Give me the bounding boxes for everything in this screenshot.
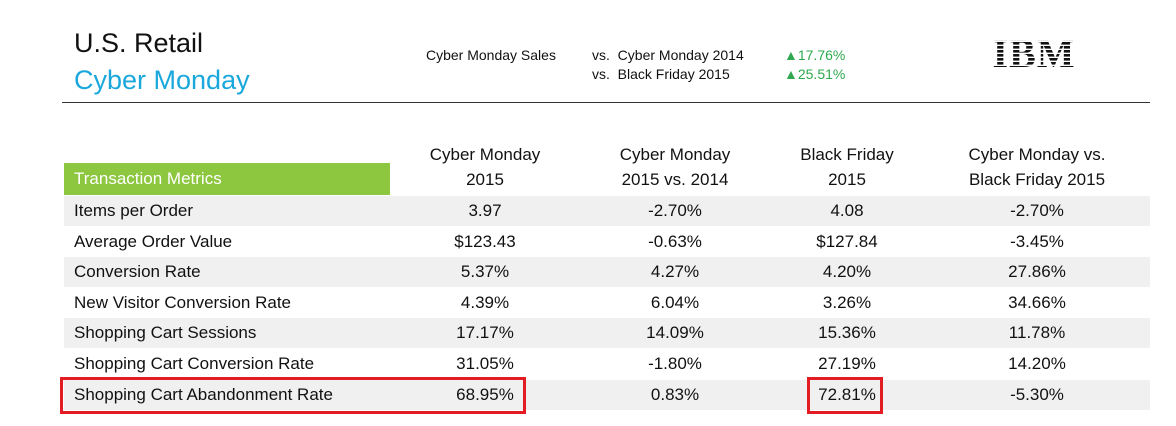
row-metric: Items per Order xyxy=(74,201,194,220)
col-header-3: Black Friday 2015 xyxy=(772,142,922,192)
table-row: New Visitor Conversion Rate 4.39% 6.04% … xyxy=(64,288,1150,318)
col-header-2-line2: 2015 vs. 2014 xyxy=(621,170,729,189)
comparison-change-1: ▲17.76% xyxy=(784,47,846,63)
table-row: Shopping Cart Sessions 17.17% 14.09% 15.… xyxy=(64,318,1150,348)
row-metric: Shopping Cart Sessions xyxy=(74,323,257,342)
cell-value: -2.70% xyxy=(1010,201,1064,220)
cell-value: 11.78% xyxy=(1008,323,1066,342)
cell-value: 14.20% xyxy=(1008,354,1066,373)
sales-label: Cyber Monday Sales xyxy=(426,47,556,63)
cell-value: 15.36% xyxy=(818,323,876,342)
cell-value: 3.97 xyxy=(468,201,502,220)
cell-value: 27.86% xyxy=(1008,262,1066,281)
col-header-1: Cyber Monday 2015 xyxy=(410,142,560,192)
cell-value: 31.05% xyxy=(456,354,514,373)
cell-value: 4.27% xyxy=(650,262,700,281)
page-subtitle: Cyber Monday xyxy=(74,65,250,95)
metric-column-header: Transaction Metrics xyxy=(64,163,390,195)
cell-value: -1.80% xyxy=(648,354,702,373)
highlight-box-black-friday xyxy=(807,377,883,414)
cell-value: 3.26% xyxy=(822,293,872,312)
cell-value: 4.20% xyxy=(822,262,872,281)
row-metric: Conversion Rate xyxy=(74,262,201,281)
row-metric: New Visitor Conversion Rate xyxy=(74,293,291,312)
col-header-4: Cyber Monday vs. Black Friday 2015 xyxy=(952,142,1122,192)
cell-value: 17.17% xyxy=(456,323,514,342)
header-divider xyxy=(62,102,1150,103)
svg-text:IBM: IBM xyxy=(993,34,1076,74)
row-metric: Shopping Cart Conversion Rate xyxy=(74,354,315,373)
col-header-2-line1: Cyber Monday xyxy=(619,145,731,164)
cell-value: 68.95% xyxy=(456,385,514,404)
cell-value: 14.09% xyxy=(646,323,704,342)
ibm-logo: IBM xyxy=(993,34,1076,74)
col-header-3-line2: 2015 xyxy=(828,170,866,189)
row-metric: Average Order Value xyxy=(74,232,233,251)
col-header-1-line1: Cyber Monday xyxy=(429,145,541,164)
comparison-change-2: ▲25.51% xyxy=(784,66,846,82)
table-row: Conversion Rate 5.37% 4.27% 4.20% 27.86% xyxy=(64,257,1150,287)
cell-value: -5.30% xyxy=(1010,385,1064,404)
col-header-4-line2: Black Friday 2015 xyxy=(968,170,1106,189)
cell-value: 34.66% xyxy=(1008,293,1066,312)
row-metric: Shopping Cart Abandonment Rate xyxy=(74,385,333,404)
cell-value: -3.45% xyxy=(1010,232,1064,251)
comparison-label-2: vs. Black Friday 2015 xyxy=(592,66,730,82)
table-row: Average Order Value $123.43 -0.63% $127.… xyxy=(64,227,1150,257)
cell-value: 4.08 xyxy=(830,201,864,220)
cell-value: $127.84 xyxy=(816,232,878,251)
col-header-4-line1: Cyber Monday vs. xyxy=(968,145,1106,164)
cell-value: $123.43 xyxy=(454,232,516,251)
page-title: U.S. Retail xyxy=(74,28,204,58)
table-row: Items per Order 3.97 -2.70% 4.08 -2.70% xyxy=(64,196,1150,226)
col-header-2: Cyber Monday 2015 vs. 2014 xyxy=(600,142,750,192)
highlight-box-abandonment xyxy=(60,377,526,414)
comparison-label-1: vs. Cyber Monday 2014 xyxy=(592,47,744,63)
cell-value: -0.63% xyxy=(648,232,702,251)
col-header-1-line2: 2015 xyxy=(466,170,504,189)
table-row: Shopping Cart Conversion Rate 31.05% -1.… xyxy=(64,349,1150,379)
cell-value: 72.81% xyxy=(818,385,876,404)
cell-value: 27.19% xyxy=(818,354,876,373)
cell-value: 4.39% xyxy=(460,293,510,312)
cell-value: 6.04% xyxy=(650,293,700,312)
cell-value: 5.37% xyxy=(460,262,510,281)
cell-value: 0.83% xyxy=(650,385,700,404)
cell-value: -2.70% xyxy=(648,201,702,220)
col-header-3-line1: Black Friday xyxy=(800,145,894,164)
table-row: Shopping Cart Abandonment Rate 68.95% 0.… xyxy=(64,380,1150,410)
